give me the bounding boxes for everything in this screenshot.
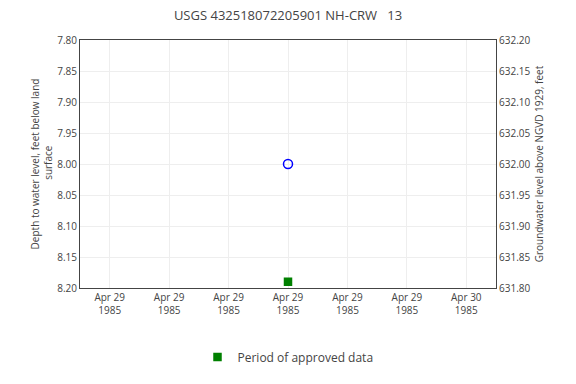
svg-text:7.85: 7.85 — [57, 64, 77, 78]
svg-text:Apr 291985: Apr 291985 — [332, 290, 363, 317]
svg-text:Groundwater level above NGVD 1: Groundwater level above NGVD 1929, feet — [532, 65, 546, 262]
svg-text:631.85: 631.85 — [499, 250, 530, 264]
svg-text:632.20: 632.20 — [499, 33, 530, 47]
svg-text:Apr 291985: Apr 291985 — [392, 290, 423, 317]
svg-text:Period of approved data: Period of approved data — [238, 349, 374, 366]
svg-text:632.00: 632.00 — [499, 157, 530, 171]
svg-text:631.90: 631.90 — [499, 219, 530, 233]
svg-text:8.15: 8.15 — [57, 250, 77, 264]
svg-text:8.05: 8.05 — [57, 188, 77, 202]
svg-text:632.05: 632.05 — [499, 126, 530, 140]
svg-text:631.80: 631.80 — [499, 281, 530, 295]
svg-text:631.95: 631.95 — [499, 188, 530, 202]
svg-text:Apr 301985: Apr 301985 — [451, 290, 482, 317]
svg-text:7.90: 7.90 — [57, 95, 77, 109]
svg-text:Apr 291985: Apr 291985 — [213, 290, 244, 317]
svg-text:632.15: 632.15 — [499, 64, 530, 78]
svg-text:8.00: 8.00 — [57, 157, 77, 171]
svg-text:Depth to water level, feet bel: Depth to water level, feet below land su… — [28, 79, 55, 250]
svg-text:Apr 291985: Apr 291985 — [154, 290, 185, 317]
svg-text:8.20: 8.20 — [57, 281, 77, 295]
svg-text:Apr 291985: Apr 291985 — [94, 290, 125, 317]
svg-text:8.10: 8.10 — [57, 219, 77, 233]
svg-text:USGS 432518072205901 NH-CRW: USGS 432518072205901 NH-CRW 13 — [174, 6, 402, 24]
svg-text:7.80: 7.80 — [57, 33, 77, 47]
svg-text:632.10: 632.10 — [499, 95, 530, 109]
svg-text:7.95: 7.95 — [57, 126, 77, 140]
svg-text:Apr 291985: Apr 291985 — [273, 290, 304, 317]
